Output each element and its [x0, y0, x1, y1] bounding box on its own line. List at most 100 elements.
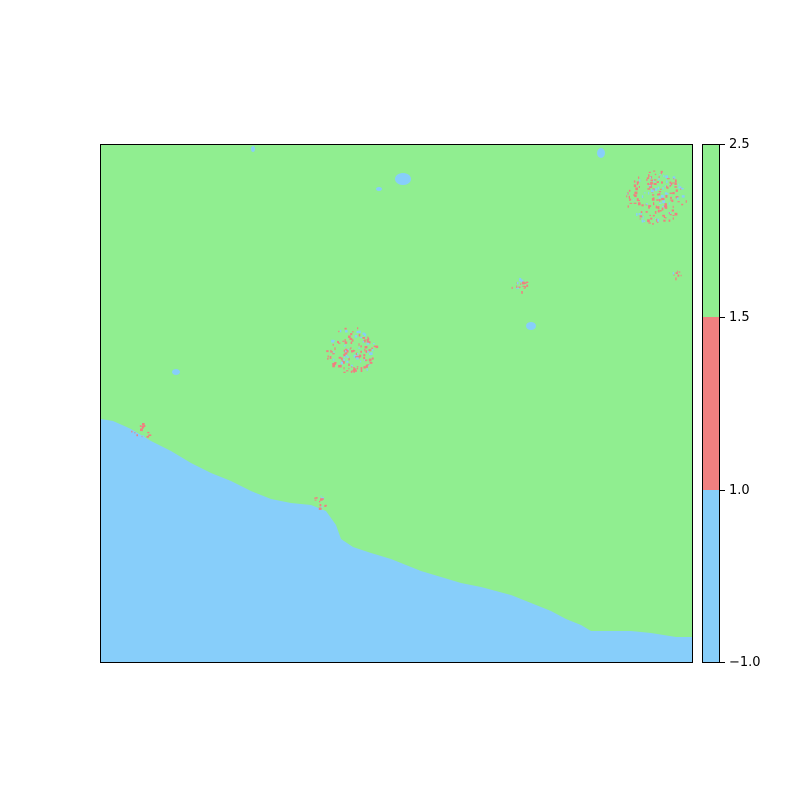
urban-pixel [330, 349, 332, 353]
urban-pixel [368, 358, 372, 362]
urban-pixel [660, 171, 662, 175]
urban-pixel [661, 198, 665, 201]
urban-pixel [524, 286, 526, 289]
urban-pixel [362, 341, 365, 343]
urban-pixel [343, 371, 346, 373]
colorbar-tick-label: 2.5 [729, 137, 750, 152]
urban-pixel [348, 335, 351, 338]
urban-pixel [365, 364, 368, 368]
urban-pixel [351, 366, 353, 368]
urban-pixel [662, 187, 664, 190]
urban-pixel [653, 170, 656, 172]
urban-pixel [342, 340, 345, 342]
urban-pixel [657, 209, 660, 213]
urban-pixel [628, 195, 630, 199]
urban-pixel [655, 218, 657, 220]
urban-pixel [636, 198, 639, 202]
urban-pixel [366, 339, 368, 341]
urban-pixel [362, 337, 366, 339]
urban-pixel [674, 186, 678, 188]
urban-pixel [659, 199, 661, 202]
urban-pixel [367, 337, 370, 341]
urban-pixel [652, 214, 655, 217]
lake-west [172, 369, 180, 375]
urban-pixel [633, 180, 636, 183]
urban-pixel [658, 191, 662, 193]
urban-pixel [358, 333, 361, 337]
urban-pixel [648, 205, 652, 208]
urban-pixel [678, 183, 680, 186]
urban-pixel [676, 197, 679, 200]
colorbar-tick [720, 317, 725, 318]
urban-pixel [366, 342, 370, 345]
urban-pixel [649, 214, 651, 216]
urban-pixel [664, 203, 667, 206]
urban-pixel [341, 361, 345, 364]
urban-pixel [320, 495, 322, 497]
urban-pixel [131, 430, 133, 433]
urban-pixel [326, 350, 329, 353]
urban-pixel [346, 370, 349, 372]
urban-pixel [638, 202, 641, 206]
urban-pixel [364, 348, 366, 352]
urban-pixel [366, 364, 370, 366]
urban-pixel [320, 498, 324, 500]
urban-pixel [676, 270, 679, 272]
urban-pixel [348, 358, 350, 361]
urban-pixel [358, 343, 360, 346]
urban-pixel [674, 212, 678, 216]
urban-pixel [345, 354, 348, 357]
urban-pixel [638, 186, 640, 188]
urban-pixel [658, 176, 660, 178]
urban-pixel [671, 199, 674, 202]
urban-pixel [344, 352, 348, 355]
urban-pixel [642, 216, 644, 219]
urban-pixel [660, 188, 662, 190]
urban-pixel [348, 357, 350, 360]
urban-pixel [365, 359, 368, 361]
urban-pixel [678, 186, 682, 189]
urban-pixel [681, 187, 684, 190]
urban-pixel [356, 357, 359, 360]
urban-pixel [657, 221, 659, 223]
urban-pixel [350, 333, 353, 336]
urban-pixel [516, 285, 518, 289]
urban-pixel [367, 341, 371, 344]
urban-pixel [656, 218, 658, 222]
urban-pixel [520, 279, 524, 283]
urban-pixel [659, 210, 662, 212]
urban-pixel [662, 214, 665, 217]
urban-pixel [522, 285, 526, 287]
urban-pixel [347, 348, 349, 351]
urban-pixel [677, 274, 680, 277]
urban-pixel [344, 327, 347, 330]
urban-pixel [365, 350, 368, 353]
classification-map [100, 144, 693, 663]
urban-pixel [685, 200, 687, 203]
urban-pixel [338, 330, 340, 333]
urban-pixel [331, 339, 335, 343]
urban-pixel [634, 191, 638, 195]
urban-pixel [360, 345, 362, 348]
urban-pixel [334, 347, 336, 351]
urban-pixel [344, 344, 346, 347]
urban-pixel [648, 191, 650, 195]
lake-small [376, 187, 382, 191]
urban-pixel [633, 194, 635, 196]
urban-pixel [664, 192, 668, 195]
urban-pixel [635, 187, 638, 191]
urban-pixel [518, 286, 521, 288]
lake-northeast [597, 148, 605, 158]
urban-pixel [332, 364, 335, 368]
urban-pixel [366, 350, 369, 353]
urban-pixel [657, 178, 660, 180]
urban-pixel [371, 357, 374, 360]
urban-pixel [677, 201, 680, 203]
urban-pixel [653, 183, 657, 185]
urban-pixel [638, 200, 640, 202]
urban-pixel [654, 173, 657, 176]
urban-pixel [338, 342, 341, 344]
urban-areas [131, 170, 687, 510]
urban-pixel [339, 329, 342, 333]
urban-pixel [344, 339, 346, 343]
